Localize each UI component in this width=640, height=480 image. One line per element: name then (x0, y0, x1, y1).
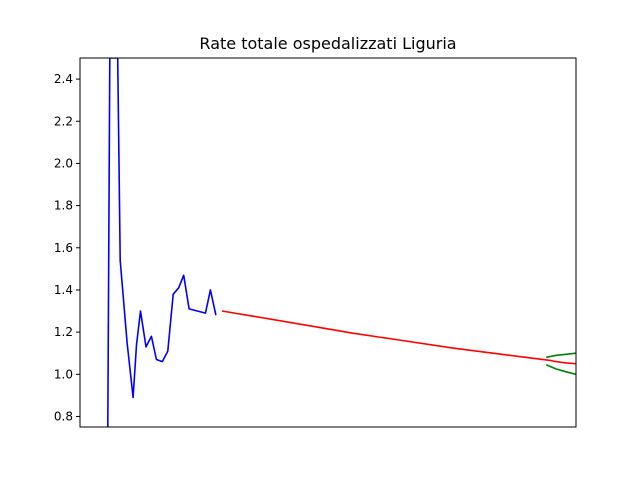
y-tick-label: 1.0 (54, 367, 73, 381)
series-line-fit (221, 310, 576, 365)
y-tick-label: 1.8 (54, 199, 73, 213)
plot-area (107, 58, 576, 427)
series-line-upper-band (546, 352, 576, 359)
y-tick-label: 2.4 (54, 72, 73, 86)
series-line-observed (107, 58, 217, 427)
y-tick-label: 1.6 (54, 241, 73, 255)
plot-frame (79, 57, 577, 428)
y-tick-label: 0.8 (54, 409, 73, 423)
y-axis: 0.8 1.0 1.2 1.4 1.6 1.8 2.0 2.2 2.4 (54, 72, 80, 423)
chart-title: Rate totale ospedalizzati Liguria (199, 34, 456, 53)
y-tick-label: 2.2 (54, 114, 73, 128)
series-line-lower-band (545, 364, 576, 376)
y-tick-label: 1.4 (54, 283, 73, 297)
y-tick-label: 2.0 (54, 156, 73, 170)
y-tick-label: 1.2 (54, 325, 73, 339)
